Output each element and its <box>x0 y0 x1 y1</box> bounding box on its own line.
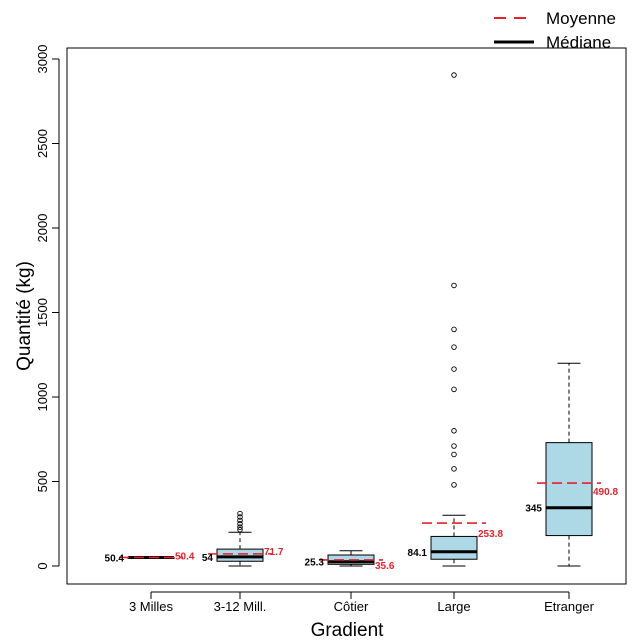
outlier-point <box>237 514 243 520</box>
box-2: 25.3 35.6 <box>305 550 395 572</box>
outlier-point <box>237 517 243 524</box>
box-3: 84.1 253.8 <box>408 72 503 567</box>
y-tick-label: 500 <box>35 471 50 493</box>
y-tick-label: 1000 <box>35 383 50 412</box>
y-axis: 0 500 1000 1500 2000 2500 3000 <box>35 45 60 570</box>
legend-entry-0: Moyenne <box>494 9 616 28</box>
box-1: 54 71.7 <box>202 510 284 567</box>
outlier-point <box>451 466 457 472</box>
outlier-point <box>451 326 457 333</box>
outlier-point <box>451 428 457 434</box>
y-tick-label: 0 <box>35 562 50 569</box>
plot-frame <box>66 47 627 585</box>
outlier-point <box>451 282 457 289</box>
outlier-point <box>237 521 243 527</box>
legend-label: Moyenne <box>546 9 616 28</box>
legend-label: Médiane <box>546 33 611 52</box>
box-iqr <box>545 442 593 537</box>
x-tick-label: 3-12 Mill. <box>214 599 267 614</box>
x-axis-title: Gradient <box>311 620 385 641</box>
mean-value-label: 50.4 <box>175 551 195 562</box>
outlier-point <box>237 526 243 533</box>
x-tick-label: Large <box>437 599 470 614</box>
mean-value-label: 490.8 <box>593 487 618 498</box>
box-0: 50.4 50.4 <box>105 551 195 564</box>
median-value-label: 50.4 <box>105 553 125 564</box>
box-4: 345 490.8 <box>525 362 618 567</box>
median-value-label: 84.1 <box>408 548 428 559</box>
outlier-point <box>451 72 457 78</box>
y-tick-label: 2000 <box>35 214 50 243</box>
mean-value-label: 253.8 <box>478 529 503 540</box>
x-tick-label: 3 Milles <box>129 599 174 614</box>
box-iqr <box>216 548 264 562</box>
legend: Moyenne Médiane <box>494 9 616 52</box>
plot-border <box>66 47 627 585</box>
y-tick-label: 3000 <box>35 45 50 74</box>
y-axis-title: Quantité (kg) <box>14 261 35 371</box>
mean-value-label: 35.6 <box>375 561 395 572</box>
outlier-point <box>451 386 457 393</box>
boxes: 50.4 50.4 54 71.7 25.3 35.6 84.1 253.8 345 490.8 <box>105 72 618 572</box>
outlier-point <box>451 443 457 449</box>
y-tick-label: 1500 <box>35 298 50 327</box>
box-iqr <box>430 535 478 560</box>
y-tick-label: 2500 <box>35 129 50 158</box>
x-axis: 3 Milles 3-12 Mill. Côtier Large Etranger <box>129 591 595 614</box>
outlier-point <box>451 344 457 350</box>
outlier-point <box>451 482 457 488</box>
x-tick-label: Côtier <box>334 599 369 614</box>
x-tick-label: Etranger <box>544 599 595 614</box>
outlier-point <box>451 451 457 458</box>
median-value-label: 25.3 <box>305 558 325 569</box>
mean-value-label: 71.7 <box>264 547 284 558</box>
outlier-point <box>237 510 243 517</box>
legend-entry-1: Médiane <box>494 33 611 52</box>
outlier-point <box>451 366 457 372</box>
median-value-label: 54 <box>202 553 214 564</box>
median-value-label: 345 <box>525 504 542 515</box>
outlier-point <box>237 524 243 530</box>
